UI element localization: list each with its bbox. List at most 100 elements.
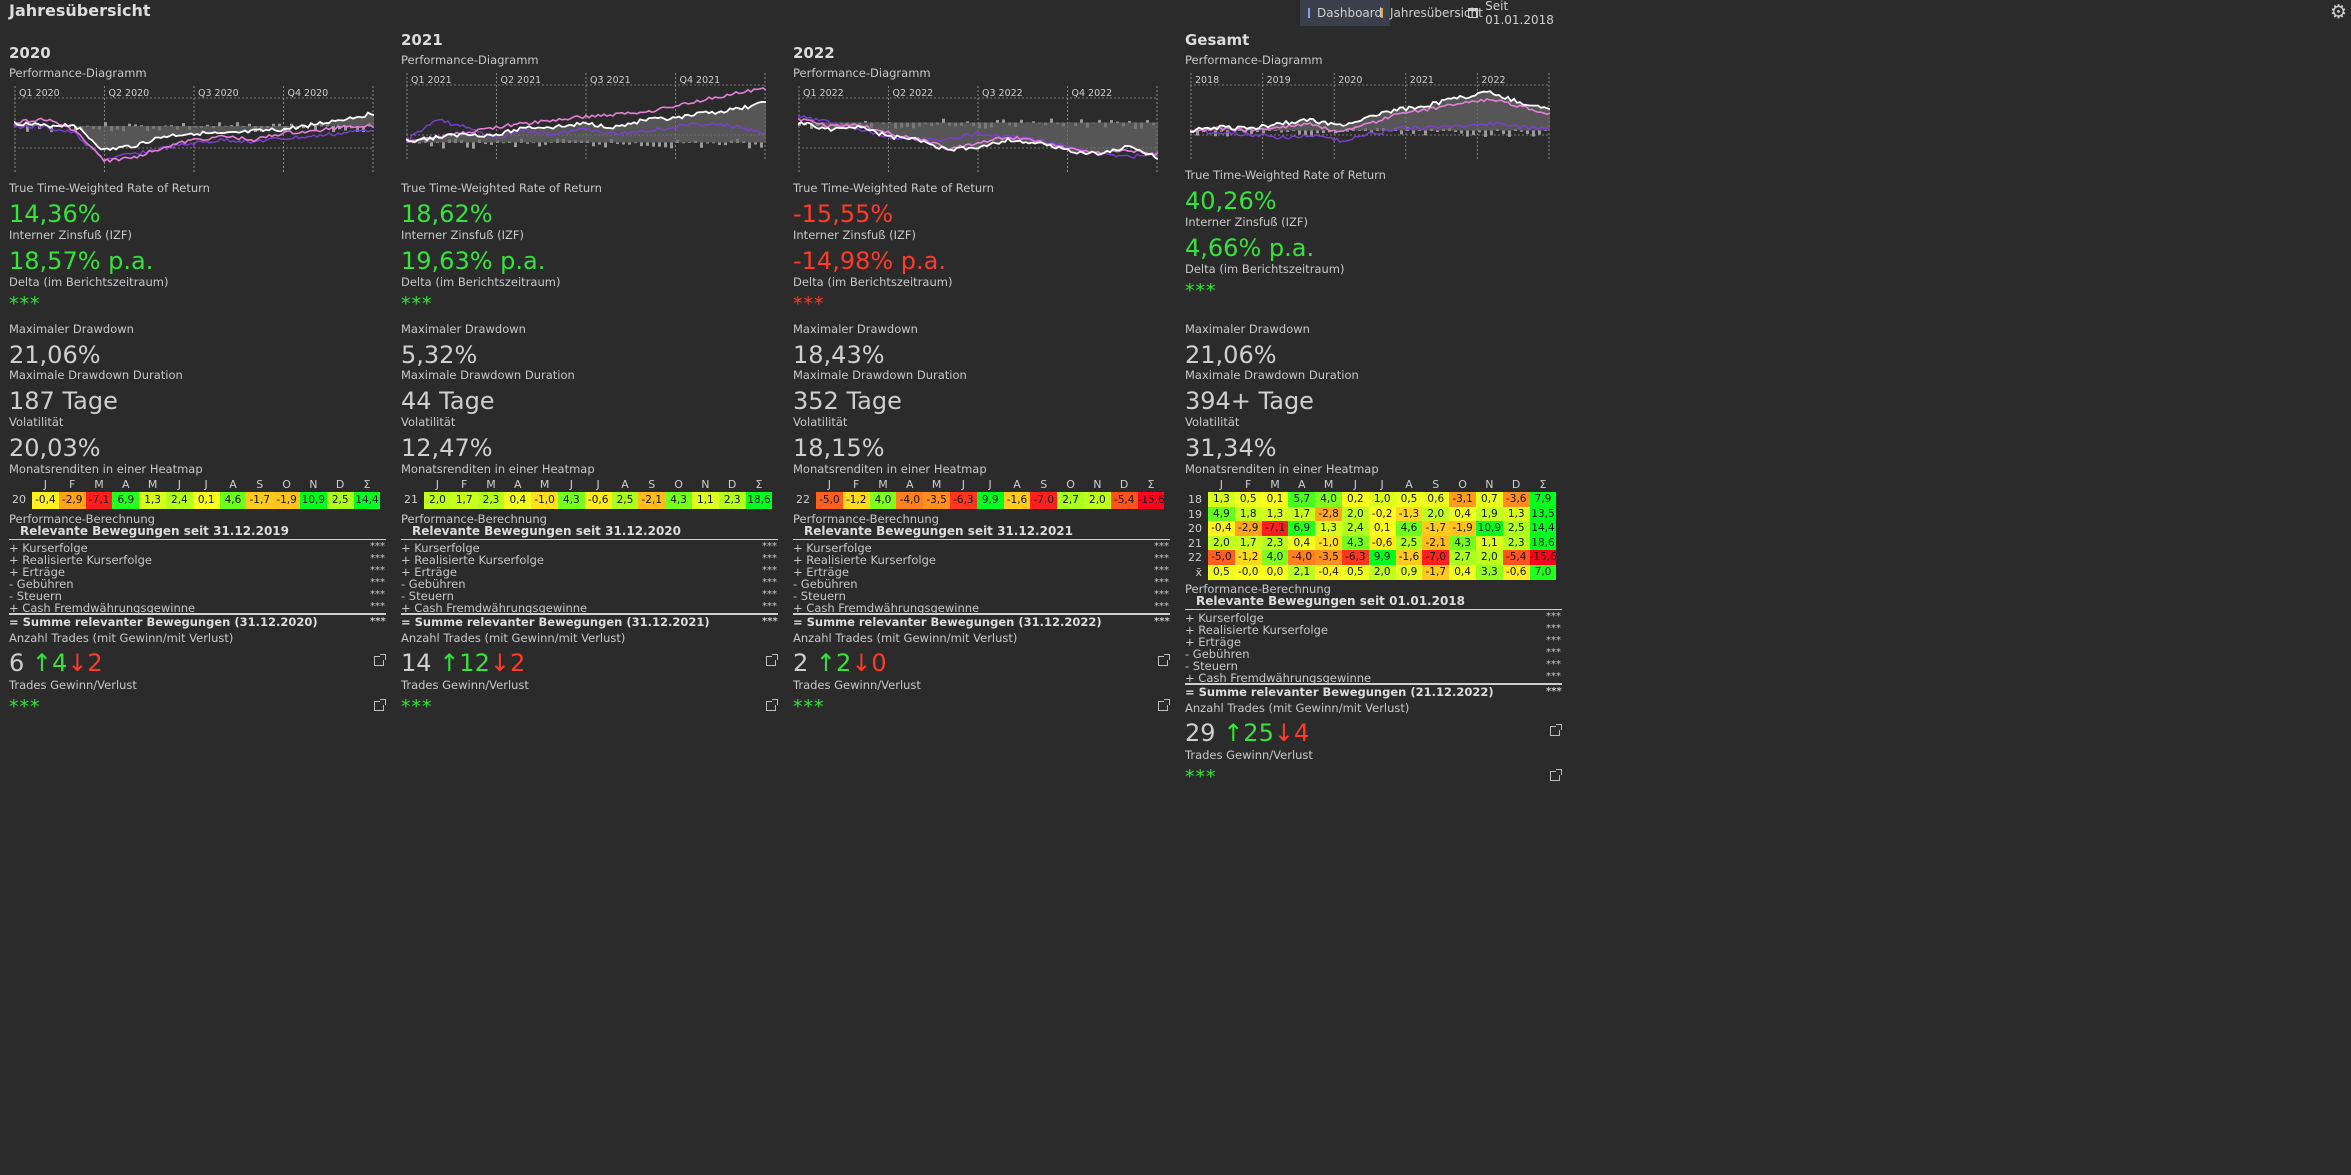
heatmap-cell[interactable]: -7,1 — [1261, 521, 1289, 536]
heatmap-cell[interactable]: 14,4 — [353, 492, 381, 509]
heatmap-cell[interactable]: -0,6 — [1368, 535, 1396, 551]
heatmap-cell[interactable]: 2,4 — [1341, 521, 1369, 536]
dashboard-button[interactable]: Dashboard — [1300, 0, 1390, 26]
heatmap-cell[interactable]: 6,9 — [112, 492, 140, 509]
heatmap-cell[interactable]: -0,4 — [32, 492, 59, 509]
perf-calc-row[interactable]: + Realisierte Kurserfolge — [793, 553, 936, 567]
heatmap-cell[interactable]: -3,5 — [923, 492, 950, 509]
heatmap-cell[interactable]: -1,9 — [1449, 521, 1476, 536]
heatmap-cell[interactable]: -6,3 — [1341, 550, 1369, 565]
perf-calc-row[interactable]: + Realisierte Kurserfolge — [9, 553, 152, 567]
heatmap-cell[interactable]: 2,5 — [326, 492, 354, 509]
open-trades-icon[interactable] — [1158, 654, 1170, 666]
heatmap-cell[interactable]: 1,9 — [1475, 506, 1503, 522]
heatmap-cell[interactable]: 13,5 — [1529, 506, 1557, 522]
heatmap-cell[interactable]: -6,3 — [949, 492, 977, 509]
heatmap-cell[interactable]: 4,0 — [869, 492, 897, 509]
heatmap-cell[interactable]: 1,7 — [450, 492, 478, 509]
heatmap-cell[interactable]: -2,8 — [1315, 506, 1342, 522]
heatmap-cell[interactable]: -2,1 — [638, 492, 666, 509]
heatmap-cell[interactable]: 2,7 — [1449, 550, 1476, 565]
heatmap-cell[interactable]: -3,6 — [1502, 492, 1530, 507]
perf-calc-row[interactable]: - Gebühren — [1185, 647, 1250, 661]
heatmap-cell[interactable]: 0,1 — [1261, 492, 1289, 507]
perf-calc-row[interactable]: + Kurserfolge — [1185, 611, 1264, 625]
perf-calc-row[interactable]: + Cash Fremdwährungsgewinne — [793, 601, 980, 615]
perf-calc-sum[interactable]: = Summe relevanter Bewegungen (31.12.202… — [9, 615, 318, 629]
heatmap-cell[interactable]: 0,5 — [1395, 492, 1423, 507]
heatmap-cell[interactable]: 1,3 — [1315, 521, 1342, 536]
perf-calc-row[interactable]: - Steuern — [9, 589, 62, 603]
heatmap-cell[interactable]: -1,6 — [1395, 550, 1423, 565]
perf-calc-row[interactable]: + Cash Fremdwährungsgewinne — [401, 601, 588, 615]
heatmap-cell[interactable]: -1,7 — [1422, 521, 1450, 536]
heatmap-cell[interactable]: 2,4 — [165, 492, 193, 509]
perf-calc-sum[interactable]: = Summe relevanter Bewegungen (31.12.202… — [793, 615, 1102, 629]
heatmap-cell[interactable]: -7,0 — [1422, 550, 1450, 565]
heatmap-cell[interactable]: 1,3 — [1261, 506, 1289, 522]
heatmap-cell[interactable]: 0,4 — [504, 492, 532, 509]
heatmap-cell[interactable]: 2,3 — [477, 492, 505, 509]
heatmap-cell[interactable]: -15,6 — [1529, 550, 1557, 565]
heatmap-cell[interactable]: -0,6 — [584, 492, 612, 509]
heatmap-cell[interactable]: -0,4 — [1315, 565, 1342, 580]
heatmap-cell[interactable]: -0,4 — [1208, 521, 1235, 536]
heatmap-cell[interactable]: -1,7 — [1422, 565, 1450, 580]
performance-chart[interactable]: Q1 2021 Q2 2021 Q3 2021 Q4 2021 — [406, 67, 766, 159]
heatmap-cell[interactable]: -1,9 — [273, 492, 300, 509]
heatmap-cell[interactable]: -1,7 — [246, 492, 274, 509]
open-trades-pl-icon[interactable] — [1158, 699, 1170, 711]
heatmap-cell[interactable]: -0,6 — [1502, 565, 1530, 580]
heatmap-cell[interactable]: -4,0 — [1288, 550, 1316, 565]
heatmap-cell[interactable]: -0,2 — [1368, 506, 1396, 522]
heatmap-cell[interactable]: -1,2 — [842, 492, 870, 509]
performance-chart[interactable]: Q1 2022 Q2 2022 Q3 2022 Q4 2022 — [798, 80, 1158, 172]
heatmap-cell[interactable]: 0,5 — [1234, 492, 1262, 507]
performance-chart[interactable]: Q1 2020 Q2 2020 Q3 2020 Q4 2020 — [14, 80, 374, 172]
heatmap-cell[interactable]: -2,9 — [58, 492, 86, 509]
heatmap-cell[interactable]: 18,6 — [745, 492, 773, 509]
heatmap-cell[interactable]: 1,8 — [1234, 506, 1262, 522]
period-selector[interactable]: Seit 01.01.2018 — [1460, 0, 1580, 27]
heatmap-cell[interactable]: 2,0 — [1083, 492, 1111, 509]
heatmap-cell[interactable]: 4,3 — [1341, 535, 1369, 551]
perf-calc-row[interactable]: + Erträge — [793, 565, 849, 579]
heatmap-cell[interactable]: -0,0 — [1234, 565, 1262, 580]
heatmap-cell[interactable]: 2,5 — [611, 492, 639, 509]
heatmap-cell[interactable]: 9,9 — [1368, 550, 1396, 565]
heatmap-cell[interactable]: 0,4 — [1288, 535, 1316, 551]
heatmap-cell[interactable]: 10,9 — [1475, 521, 1503, 536]
heatmap-cell[interactable]: 1,3 — [1502, 506, 1530, 522]
heatmap-cell[interactable]: 1,1 — [1475, 535, 1503, 551]
heatmap-cell[interactable]: -5,0 — [1208, 550, 1235, 565]
heatmap-cell[interactable]: 4,9 — [1208, 506, 1235, 522]
heatmap-cell[interactable]: 4,0 — [1261, 550, 1289, 565]
performance-chart[interactable]: 2018 2019 2020 2021 2022 — [1190, 67, 1550, 159]
heatmap-cell[interactable]: 6,9 — [1288, 521, 1316, 536]
perf-calc-row[interactable]: + Erträge — [1185, 635, 1241, 649]
perf-calc-row[interactable]: - Steuern — [793, 589, 846, 603]
heatmap-cell[interactable]: -3,1 — [1449, 492, 1476, 507]
perf-calc-sum[interactable]: = Summe relevanter Bewegungen (31.12.202… — [401, 615, 710, 629]
heatmap-cell[interactable]: 0,4 — [1449, 565, 1476, 580]
heatmap-cell[interactable]: 1,3 — [139, 492, 166, 509]
heatmap-cell[interactable]: 0,5 — [1208, 565, 1235, 580]
heatmap-cell[interactable]: 4,6 — [219, 492, 247, 509]
heatmap-cell[interactable]: 0,7 — [1475, 492, 1503, 507]
perf-calc-row[interactable]: - Steuern — [401, 589, 454, 603]
heatmap-cell[interactable]: -7,1 — [85, 492, 113, 509]
heatmap-cell[interactable]: -5,4 — [1502, 550, 1530, 565]
heatmap-cell[interactable]: 7,9 — [1529, 492, 1557, 507]
heatmap-cell[interactable]: -1,6 — [1003, 492, 1031, 509]
perf-calc-row[interactable]: + Kurserfolge — [9, 541, 88, 555]
heatmap-cell[interactable]: 2,3 — [1261, 535, 1289, 551]
heatmap-cell[interactable]: 2,0 — [424, 492, 451, 509]
heatmap-cell[interactable]: 7,0 — [1529, 565, 1557, 580]
heatmap-cell[interactable]: 0,0 — [1261, 565, 1289, 580]
heatmap-cell[interactable]: -5,0 — [816, 492, 843, 509]
heatmap-cell[interactable]: 2,7 — [1057, 492, 1084, 509]
heatmap-cell[interactable]: 2,0 — [1208, 535, 1235, 551]
heatmap-cell[interactable]: 4,0 — [1315, 492, 1342, 507]
heatmap-cell[interactable]: 3,3 — [1475, 565, 1503, 580]
heatmap-cell[interactable]: 2,1 — [1288, 565, 1316, 580]
